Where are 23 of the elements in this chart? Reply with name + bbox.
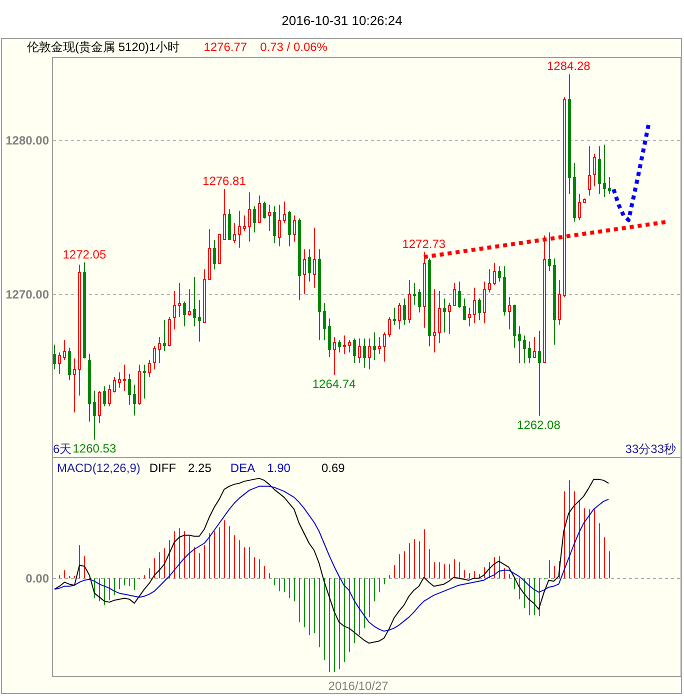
annotation: 6天: [53, 442, 72, 456]
note: 1272.73: [402, 236, 446, 251]
title: MACD(12,26,9): [57, 461, 140, 475]
legend-label: DEA: [230, 461, 256, 475]
text: 0.73 / 0.06%: [260, 40, 328, 54]
title: 2016-10-31 10:26:24: [282, 13, 402, 28]
annotation: 2016/10/27: [328, 679, 388, 693]
legend-label: DIFF: [149, 461, 176, 475]
y-tick: 1270.00: [6, 288, 49, 302]
text: 1276.77: [204, 40, 248, 54]
annotation: 0.69: [321, 461, 345, 475]
note: 1264.74: [312, 376, 356, 391]
note: 1272.05: [62, 247, 106, 262]
y-tick: 1280.00: [6, 134, 49, 148]
note: 1276.81: [202, 174, 246, 188]
subtitle: 伦敦金现(贵金属 5120)1小时: [27, 40, 180, 54]
annotation: 2.25: [188, 461, 212, 475]
note: 1284.28: [546, 59, 590, 74]
annotation: 1.90: [267, 461, 290, 475]
annotation: 33分33秒: [625, 442, 676, 456]
ref-label: 0.00: [26, 572, 49, 586]
note: 1260.53: [72, 442, 116, 456]
note: 1262.08: [517, 418, 560, 432]
